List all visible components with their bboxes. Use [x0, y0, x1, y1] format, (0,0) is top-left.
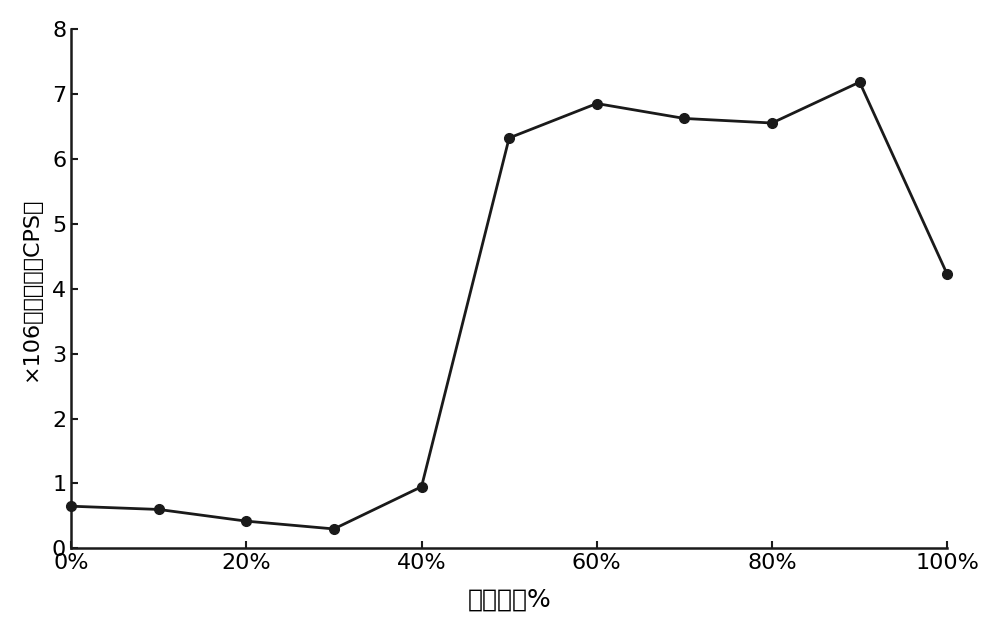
Y-axis label: ×106荧光强度（CPS）: ×106荧光强度（CPS） — [21, 197, 41, 381]
X-axis label: 水的含量%: 水的含量% — [467, 587, 551, 611]
